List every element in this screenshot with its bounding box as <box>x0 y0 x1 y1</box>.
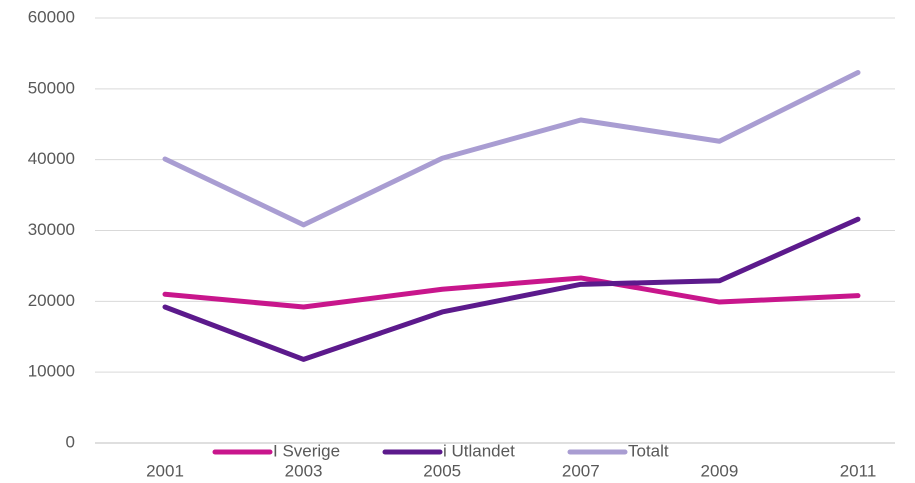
x-tick-label: 2011 <box>840 461 877 480</box>
y-tick-label: 20000 <box>28 291 75 310</box>
y-tick-label: 30000 <box>28 220 75 239</box>
y-tick-label: 50000 <box>28 78 75 97</box>
legend-label: I Sverige <box>273 441 340 460</box>
x-tick-label: 2005 <box>423 461 461 480</box>
legend-label: i Utlandet <box>443 441 515 460</box>
x-tick-label: 2009 <box>700 461 738 480</box>
series-line <box>162 275 861 310</box>
legend-label: Totalt <box>628 441 669 460</box>
x-tick-label: 2007 <box>562 461 600 480</box>
series-line <box>162 216 861 362</box>
series-line <box>162 70 861 228</box>
y-tick-label: 10000 <box>28 362 75 381</box>
x-tick-label: 2003 <box>285 461 323 480</box>
y-tick-label: 0 <box>66 432 75 451</box>
x-tick-label: 2001 <box>146 461 184 480</box>
y-tick-label: 40000 <box>28 149 75 168</box>
y-tick-label: 60000 <box>28 7 75 26</box>
